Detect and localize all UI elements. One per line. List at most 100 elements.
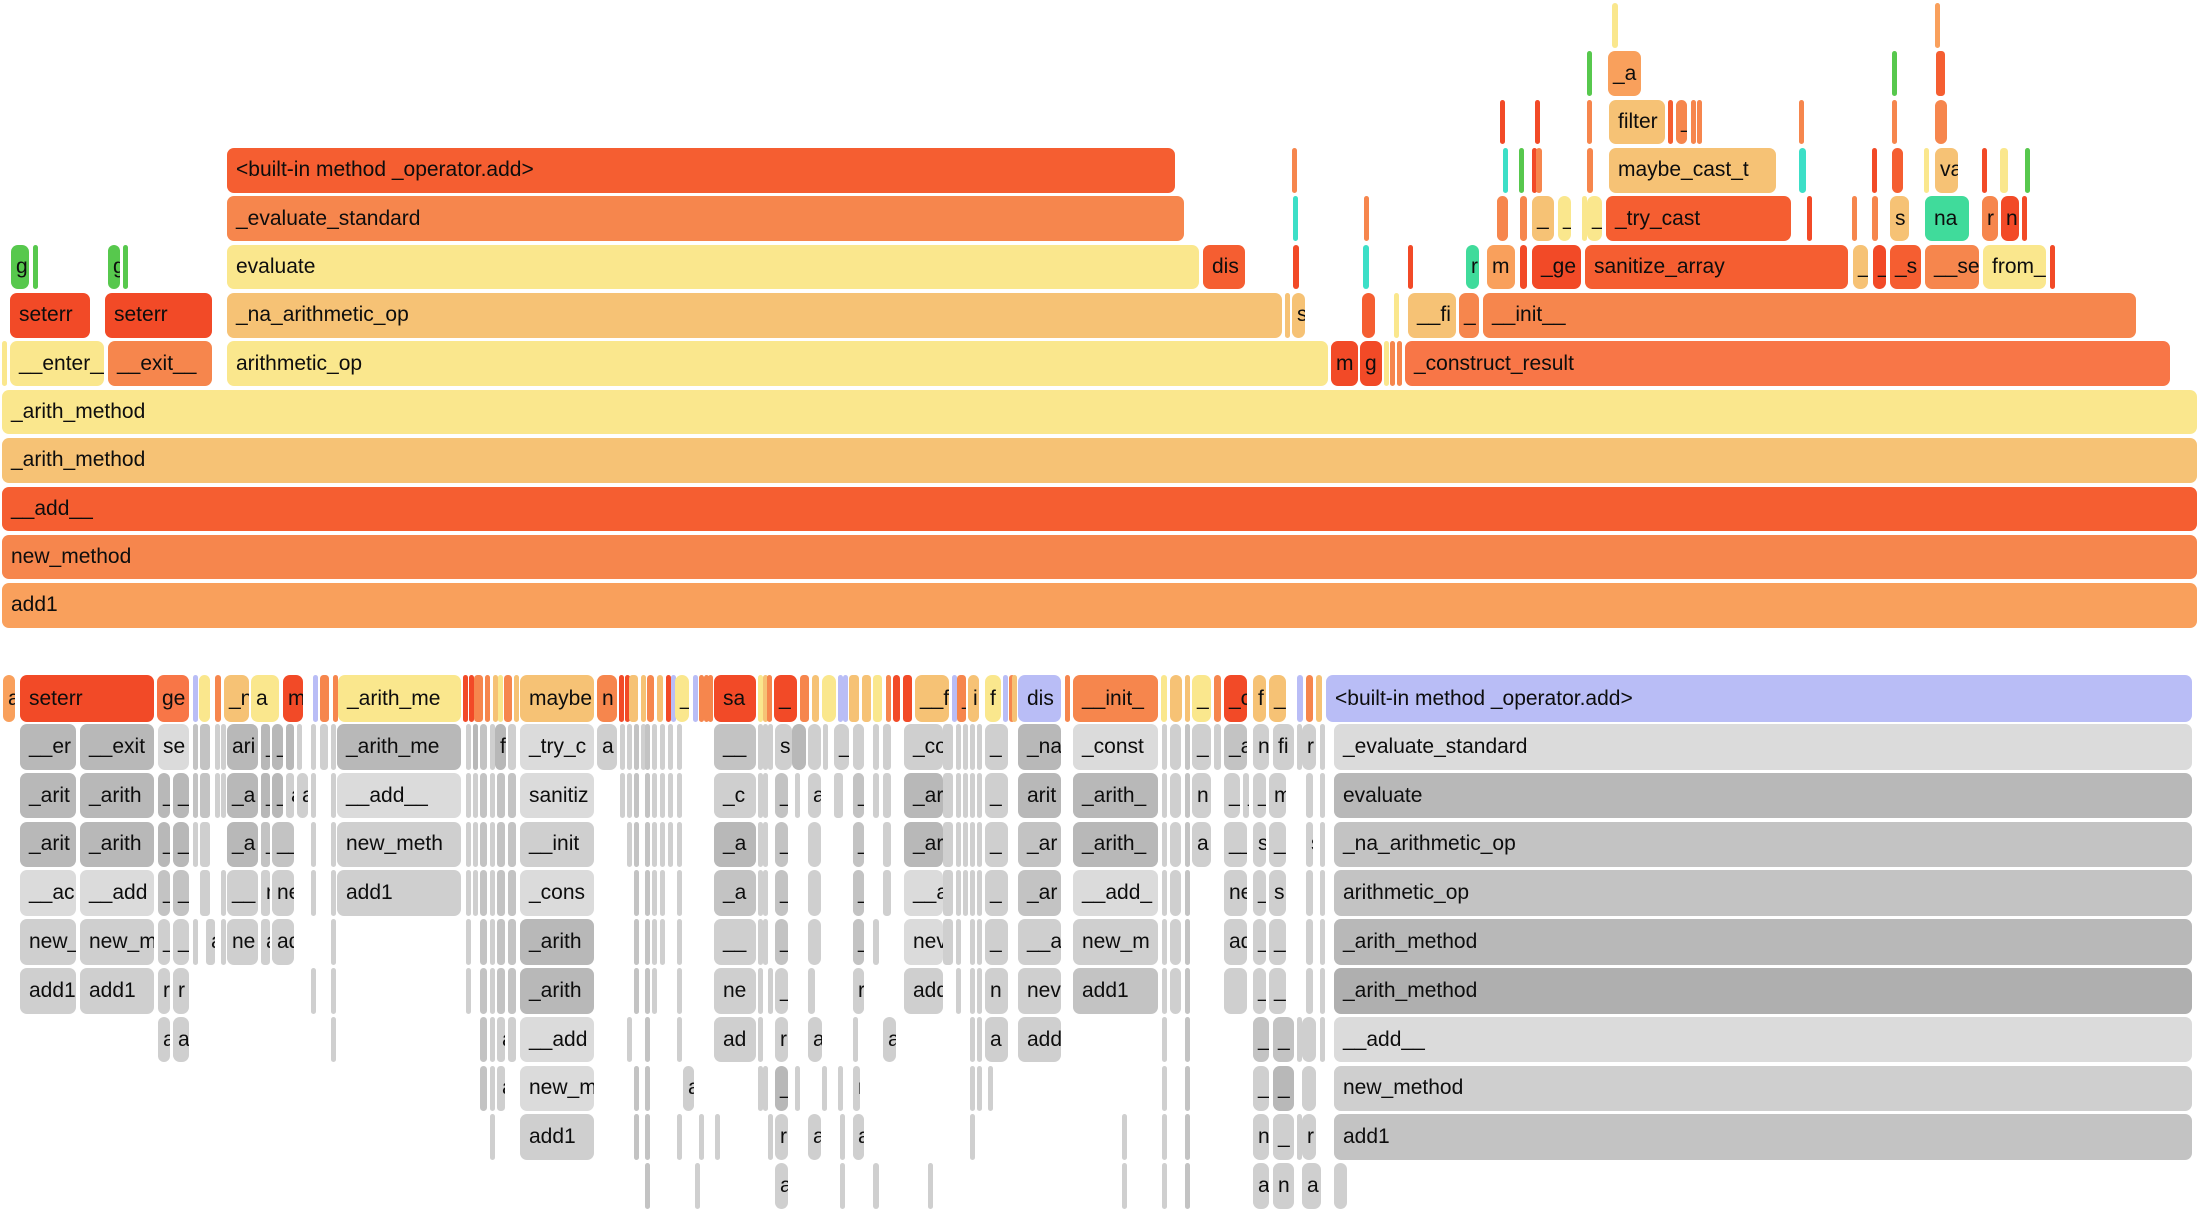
flame-frame[interactable] <box>645 968 650 1014</box>
flame-frame[interactable]: add1 <box>20 968 76 1014</box>
flame-frame[interactable] <box>715 1114 720 1160</box>
flame-frame[interactable] <box>497 919 505 965</box>
flame-frame[interactable]: a <box>683 1065 694 1112</box>
flame-frame[interactable]: sanitize_array <box>1585 244 1848 290</box>
flame-frame[interactable]: r <box>158 968 170 1014</box>
flame-frame[interactable] <box>843 675 848 722</box>
flame-frame[interactable] <box>508 870 516 916</box>
flame-frame[interactable]: _n <box>224 675 249 722</box>
flame-frame[interactable] <box>200 724 210 770</box>
flame-frame[interactable] <box>1697 99 1702 145</box>
flame-frame[interactable] <box>1170 968 1181 1014</box>
flame-frame[interactable] <box>498 675 503 722</box>
flame-frame[interactable] <box>1162 968 1167 1014</box>
flame-frame[interactable] <box>311 772 316 819</box>
flame-frame[interactable]: _ar <box>1018 870 1061 916</box>
flame-frame[interactable]: add1 <box>2 583 2197 628</box>
flame-frame[interactable] <box>490 724 495 770</box>
flame-frame[interactable] <box>1519 148 1524 193</box>
flame-frame[interactable]: _ <box>1676 99 1687 145</box>
flame-frame[interactable] <box>1892 99 1897 145</box>
flame-frame[interactable]: _ <box>775 821 788 868</box>
flame-frame[interactable] <box>1587 148 1593 193</box>
flame-frame[interactable] <box>634 772 639 819</box>
flame-frame[interactable]: _ge <box>1532 244 1581 290</box>
flame-frame[interactable] <box>331 821 336 868</box>
flame-frame[interactable] <box>808 870 821 916</box>
flame-frame[interactable]: _ <box>173 821 189 868</box>
flame-frame[interactable] <box>480 968 487 1014</box>
flame-frame[interactable]: n <box>985 968 1008 1014</box>
flame-frame[interactable]: fi <box>1273 724 1294 770</box>
flame-frame[interactable] <box>33 244 38 290</box>
flame-frame[interactable] <box>625 675 630 722</box>
flame-frame[interactable]: a <box>251 675 279 722</box>
flame-frame[interactable]: __enter__ <box>10 341 104 387</box>
flame-frame[interactable] <box>1306 919 1313 965</box>
flame-frame[interactable] <box>311 821 316 868</box>
flame-frame[interactable]: _ <box>1532 196 1554 241</box>
flame-frame[interactable] <box>1170 724 1181 770</box>
flame-frame[interactable]: __add_ <box>1073 870 1158 916</box>
flame-frame[interactable] <box>1170 919 1181 965</box>
flame-frame[interactable] <box>1302 1016 1316 1063</box>
flame-frame[interactable]: s <box>1253 821 1266 868</box>
flame-frame[interactable] <box>758 870 763 916</box>
flame-frame[interactable] <box>668 821 673 868</box>
flame-frame[interactable] <box>956 919 961 965</box>
flame-frame[interactable] <box>660 724 665 770</box>
flame-frame[interactable] <box>634 1065 639 1112</box>
flame-frame[interactable] <box>1293 196 1298 241</box>
flame-frame[interactable] <box>620 724 625 770</box>
flame-frame[interactable] <box>652 724 657 770</box>
flame-frame[interactable] <box>652 870 657 916</box>
flame-frame[interactable]: _ <box>261 821 270 868</box>
flame-frame[interactable] <box>1185 870 1190 916</box>
flame-frame[interactable]: new_meth <box>337 821 461 868</box>
flame-frame[interactable]: _c <box>714 772 756 819</box>
flame-frame[interactable] <box>677 919 682 965</box>
flame-frame[interactable] <box>320 675 329 722</box>
flame-frame[interactable] <box>490 919 495 965</box>
flame-frame[interactable]: add1 <box>1334 1114 2192 1160</box>
flame-frame[interactable] <box>893 675 900 722</box>
flame-frame[interactable] <box>758 919 763 965</box>
flame-frame[interactable] <box>1520 244 1527 290</box>
flame-frame[interactable] <box>1799 99 1804 145</box>
flame-frame[interactable]: m <box>1487 244 1515 290</box>
flame-frame[interactable] <box>645 1065 650 1112</box>
flame-frame[interactable] <box>652 919 657 965</box>
flame-frame[interactable]: add <box>904 968 943 1014</box>
flame-frame[interactable] <box>1292 148 1297 193</box>
flame-frame[interactable] <box>193 724 198 770</box>
flame-frame[interactable] <box>758 1065 763 1112</box>
flame-frame[interactable] <box>466 870 471 916</box>
flame-frame[interactable]: r <box>853 1065 860 1112</box>
flame-frame[interactable]: g <box>1360 341 1382 387</box>
flame-frame[interactable] <box>652 821 657 868</box>
flame-frame[interactable] <box>763 1065 768 1112</box>
flame-frame[interactable]: _ <box>158 919 170 965</box>
flame-frame[interactable]: sanitiz <box>520 772 594 819</box>
flame-frame[interactable] <box>193 821 198 868</box>
flame-frame[interactable] <box>758 772 763 819</box>
flame-frame[interactable] <box>1500 99 1505 145</box>
flame-frame[interactable] <box>463 675 468 722</box>
flame-frame[interactable] <box>473 870 478 916</box>
flame-frame[interactable] <box>1691 99 1696 145</box>
flame-frame[interactable] <box>808 919 821 965</box>
flame-frame[interactable] <box>497 821 505 868</box>
flame-frame[interactable]: _ <box>853 870 864 916</box>
flame-frame[interactable] <box>873 675 882 722</box>
flame-frame[interactable] <box>812 675 819 722</box>
flame-frame[interactable] <box>1535 99 1540 145</box>
flame-frame[interactable] <box>977 724 982 770</box>
flame-frame[interactable] <box>883 870 891 916</box>
flame-frame[interactable] <box>1536 148 1542 193</box>
flame-frame[interactable]: _ar <box>904 772 943 819</box>
flame-frame[interactable] <box>1185 1163 1190 1209</box>
flame-frame[interactable] <box>1162 1016 1167 1063</box>
flame-frame[interactable] <box>1320 1016 1325 1063</box>
flame-frame[interactable]: a <box>497 1016 505 1063</box>
flame-frame[interactable] <box>977 1065 982 1112</box>
